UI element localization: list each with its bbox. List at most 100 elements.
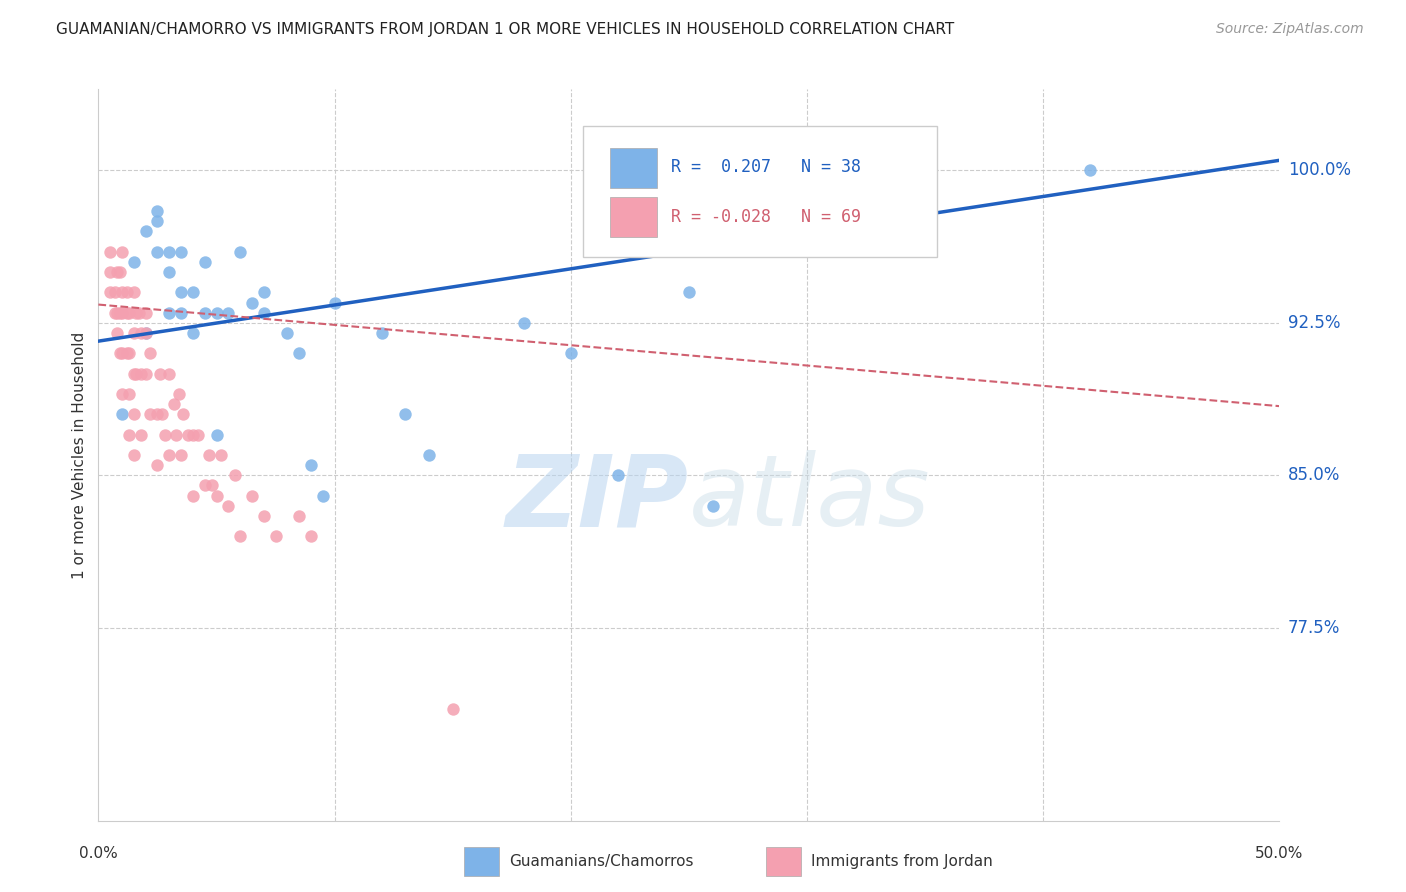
Point (105, 265, 128, 279)
Point (146, 407, 169, 421)
Point (194, 306, 217, 320)
Text: ZIP: ZIP (506, 450, 689, 548)
Bar (610, 197, 657, 237)
Point (205, 427, 228, 442)
Point (122, 285, 145, 300)
Y-axis label: 1 or more Vehicles in Household: 1 or more Vehicles in Household (72, 331, 87, 579)
Point (607, 468, 630, 483)
Point (678, 285, 700, 300)
Point (135, 306, 157, 320)
Point (165, 427, 187, 442)
Point (198, 448, 221, 462)
Point (240, 295, 263, 310)
Text: 0.0%: 0.0% (79, 846, 118, 861)
Point (125, 306, 148, 320)
Point (201, 478, 224, 492)
Point (187, 427, 209, 442)
Point (122, 255, 145, 269)
Point (229, 244, 252, 259)
Point (111, 387, 134, 401)
Point (299, 529, 322, 543)
Point (118, 346, 141, 360)
Point (108, 265, 131, 279)
Point (702, 499, 724, 513)
Point (170, 448, 193, 462)
Text: Source: ZipAtlas.com: Source: ZipAtlas.com (1216, 22, 1364, 37)
Point (111, 244, 134, 259)
Point (122, 407, 145, 421)
Point (115, 285, 138, 300)
Text: Guamanians/Chamorros: Guamanians/Chamorros (509, 855, 693, 869)
Text: 100.0%: 100.0% (1288, 161, 1351, 179)
Point (205, 489, 228, 503)
Point (217, 499, 239, 513)
Point (194, 478, 217, 492)
Point (167, 387, 190, 401)
Point (153, 427, 176, 442)
Point (288, 508, 311, 523)
Point (1080, 163, 1102, 178)
Point (150, 407, 173, 421)
Point (139, 346, 162, 360)
Point (146, 458, 169, 472)
Point (194, 255, 217, 269)
Point (394, 407, 416, 421)
Text: 50.0%: 50.0% (1256, 846, 1303, 861)
FancyBboxPatch shape (582, 126, 936, 258)
Text: atlas: atlas (689, 450, 931, 548)
Point (118, 427, 141, 442)
Point (135, 224, 157, 238)
Point (312, 489, 335, 503)
Point (108, 306, 131, 320)
Point (157, 448, 180, 462)
Point (108, 346, 131, 360)
Text: Immigrants from Jordan: Immigrants from Jordan (811, 855, 993, 869)
Point (418, 448, 440, 462)
Point (264, 529, 287, 543)
Point (163, 397, 186, 411)
Point (149, 367, 172, 381)
Point (217, 306, 239, 320)
Point (111, 407, 134, 421)
Point (146, 204, 169, 219)
Text: R =  0.207   N = 38: R = 0.207 N = 38 (671, 159, 862, 177)
Point (115, 346, 138, 360)
Point (181, 285, 204, 300)
Point (98, 265, 121, 279)
Point (240, 489, 263, 503)
Point (135, 367, 157, 381)
Point (122, 326, 145, 340)
Point (128, 306, 150, 320)
Point (129, 326, 152, 340)
Point (441, 702, 464, 716)
Point (111, 285, 134, 300)
Point (276, 326, 298, 340)
Point (157, 244, 180, 259)
Point (125, 367, 148, 381)
Point (323, 295, 346, 310)
Text: 77.5%: 77.5% (1288, 619, 1340, 637)
Point (181, 489, 204, 503)
Point (253, 285, 276, 300)
Point (129, 367, 152, 381)
Point (170, 285, 193, 300)
Point (115, 306, 138, 320)
Point (253, 306, 276, 320)
Text: GUAMANIAN/CHAMORRO VS IMMIGRANTS FROM JORDAN 1 OR MORE VEHICLES IN HOUSEHOLD COR: GUAMANIAN/CHAMORRO VS IMMIGRANTS FROM JO… (56, 22, 955, 37)
Point (104, 285, 127, 300)
Point (172, 407, 194, 421)
Point (181, 427, 204, 442)
Point (105, 326, 128, 340)
Point (135, 326, 157, 340)
Point (560, 346, 582, 360)
Point (98, 244, 121, 259)
Point (209, 448, 232, 462)
Point (181, 326, 204, 340)
Point (288, 346, 311, 360)
Text: R = -0.028   N = 69: R = -0.028 N = 69 (671, 208, 862, 227)
Point (170, 306, 193, 320)
Text: 85.0%: 85.0% (1288, 467, 1340, 484)
Point (177, 427, 200, 442)
Point (122, 367, 145, 381)
Point (139, 407, 162, 421)
